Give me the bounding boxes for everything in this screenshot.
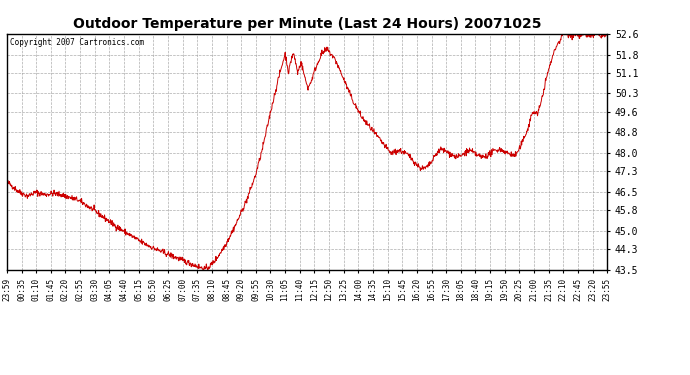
- Title: Outdoor Temperature per Minute (Last 24 Hours) 20071025: Outdoor Temperature per Minute (Last 24 …: [73, 17, 541, 31]
- Text: Copyright 2007 Cartronics.com: Copyright 2007 Cartronics.com: [10, 39, 144, 48]
